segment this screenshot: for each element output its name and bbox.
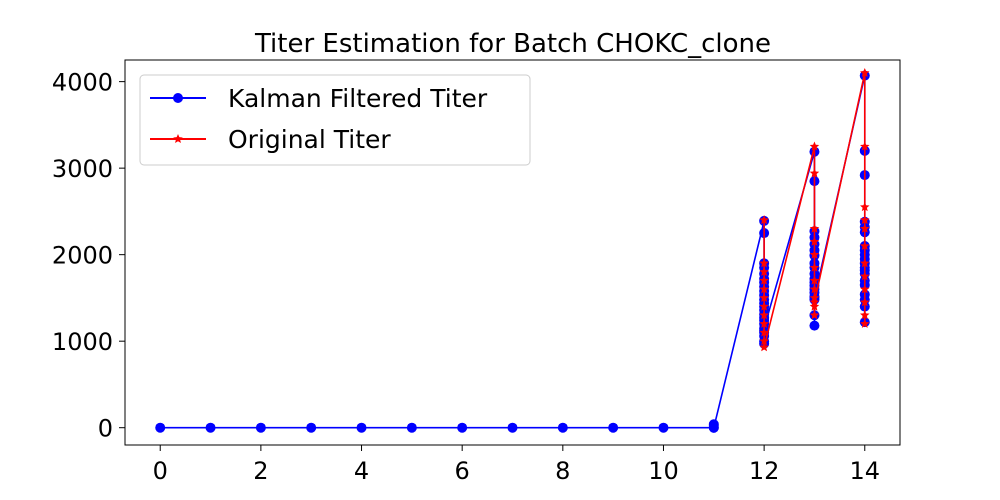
data-point <box>759 266 769 277</box>
data-point <box>860 215 870 225</box>
x-tick-label: 14 <box>849 457 880 485</box>
data-point <box>860 67 870 78</box>
x-tick-label: 8 <box>555 457 570 485</box>
data-point <box>406 422 417 433</box>
data-point <box>759 310 769 320</box>
y-tick-label: 2000 <box>52 242 113 270</box>
data-point <box>860 318 870 328</box>
data-point <box>205 422 216 433</box>
data-point <box>809 310 820 320</box>
legend-box <box>139 74 531 166</box>
data-point <box>759 292 769 302</box>
x-tick-label: 4 <box>354 457 369 485</box>
data-point <box>809 236 820 246</box>
data-point <box>860 284 870 294</box>
data-point <box>860 297 870 307</box>
axes-frame <box>124 59 901 446</box>
data-point <box>860 271 870 281</box>
legend-marker-kalman <box>173 93 183 103</box>
y-tick-label: 0 <box>98 415 113 443</box>
legend-label-kalman: Kalman Filtered Titer <box>228 84 488 113</box>
y-tick-label: 3000 <box>52 155 113 183</box>
data-point <box>759 215 769 225</box>
legend: Kalman Filtered Titer Original Titer <box>139 74 531 166</box>
data-point <box>809 262 820 272</box>
y-axis: 0 1000 2000 3000 4000 <box>52 69 125 443</box>
data-point <box>658 422 669 433</box>
axes-border <box>124 59 901 446</box>
data-point <box>860 241 870 251</box>
data-point <box>860 141 870 151</box>
data-point <box>860 310 870 320</box>
data-point <box>759 327 769 337</box>
data-point <box>809 320 820 331</box>
data-point <box>608 422 619 433</box>
data-point <box>759 258 769 268</box>
legend-marker-original <box>173 134 183 144</box>
x-tick-label: 2 <box>253 457 268 485</box>
plot-area <box>155 67 870 433</box>
data-point <box>708 422 719 433</box>
data-point <box>457 422 468 433</box>
data-point <box>809 284 820 294</box>
data-point <box>809 249 820 259</box>
data-point <box>860 258 870 268</box>
data-point <box>860 223 870 233</box>
y-tick-label: 4000 <box>52 69 113 97</box>
data-point <box>809 301 820 311</box>
data-point <box>759 301 769 311</box>
x-tick-label: 6 <box>455 457 470 485</box>
data-point <box>860 202 870 212</box>
x-tick-label: 10 <box>648 457 679 485</box>
data-point <box>306 422 317 433</box>
y-tick-label: 1000 <box>52 328 113 356</box>
data-point <box>759 336 769 346</box>
data-point <box>759 342 769 352</box>
data-point <box>809 297 820 307</box>
legend-label-original: Original Titer <box>228 125 391 154</box>
data-point <box>759 275 769 285</box>
data-point <box>759 284 769 294</box>
data-point <box>809 168 820 178</box>
x-tick-label: 12 <box>749 457 780 485</box>
series-original-titer <box>759 67 870 352</box>
data-point <box>759 318 769 328</box>
chart-title: Titer Estimation for Batch CHOKC_clone <box>254 29 771 59</box>
x-axis: 0 2 4 6 8 10 12 14 <box>153 445 880 485</box>
data-point <box>356 422 367 433</box>
data-point <box>155 422 166 433</box>
data-point <box>809 275 820 285</box>
data-point <box>809 223 820 233</box>
data-point <box>557 422 568 433</box>
data-point <box>507 422 518 433</box>
data-point <box>809 141 820 151</box>
data-point <box>255 422 266 433</box>
x-tick-label: 0 <box>153 457 168 485</box>
